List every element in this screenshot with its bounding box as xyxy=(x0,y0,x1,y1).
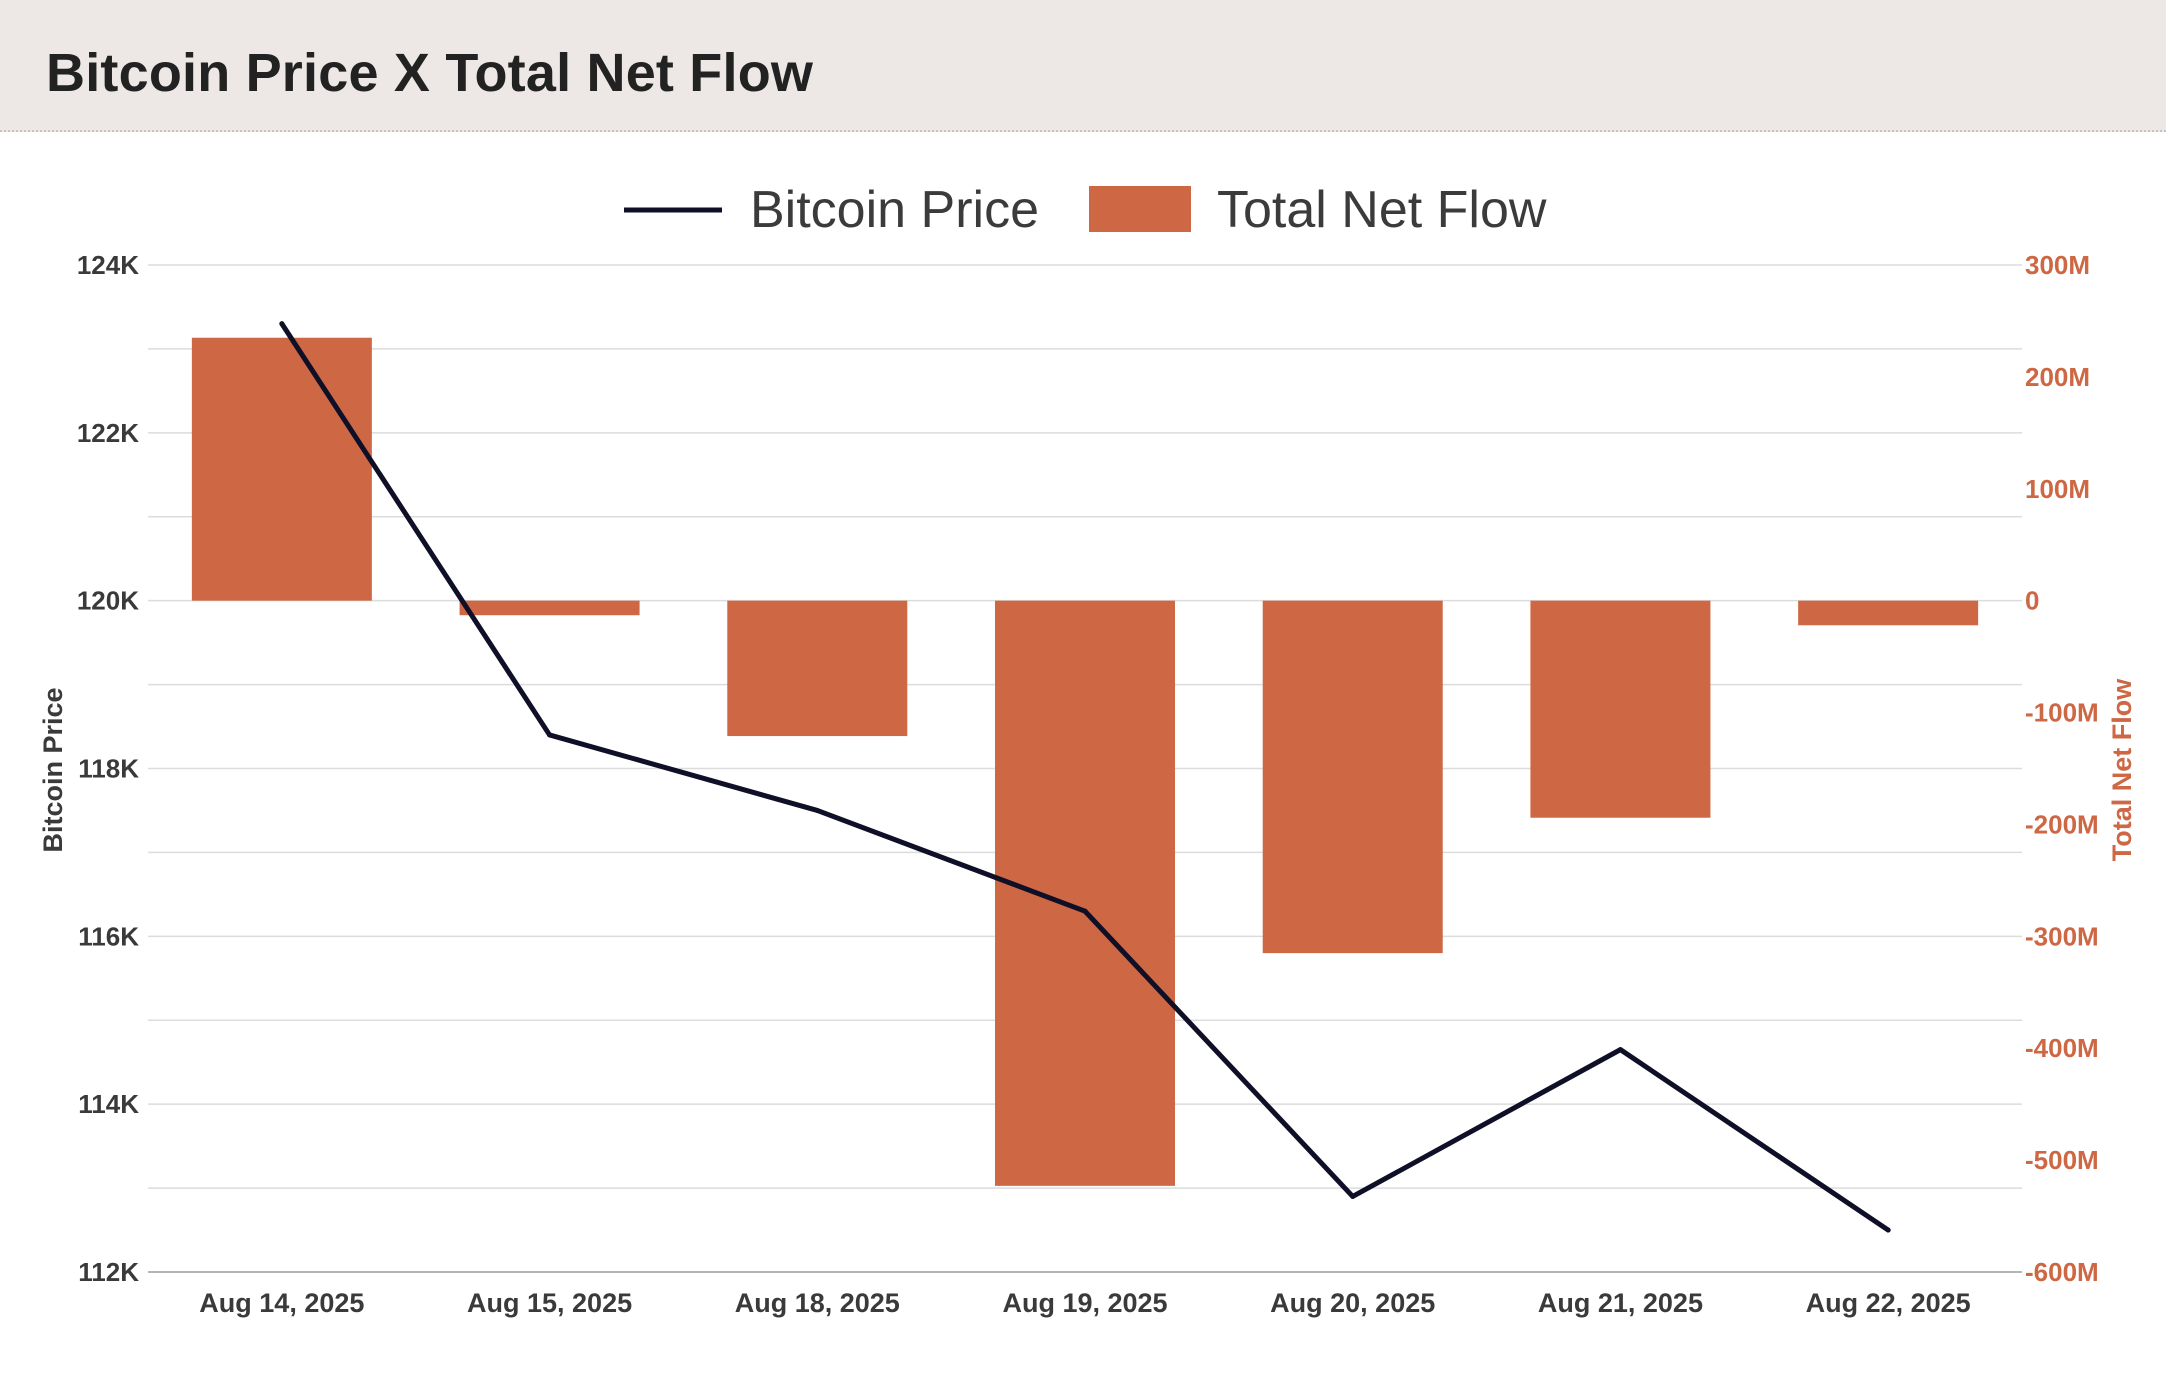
net-flow-bar xyxy=(1530,600,1711,818)
price-line-series xyxy=(279,321,1891,1233)
left-tick-label: 116K xyxy=(78,921,139,951)
net-flow-bar xyxy=(995,600,1175,1186)
left-tick-label: 120K xyxy=(77,586,139,616)
price-point xyxy=(1885,1227,1891,1233)
price-point xyxy=(547,732,553,738)
right-tick-label: 100M xyxy=(2025,474,2090,504)
right-tick-label: -300M xyxy=(2025,921,2099,951)
net-flow-bar xyxy=(191,337,372,601)
x-tick-label: Aug 22, 2025 xyxy=(1806,1288,1971,1318)
right-tick-label: -400M xyxy=(2025,1033,2099,1063)
legend-netflow-swatch xyxy=(1089,186,1191,232)
left-tick-label: 114K xyxy=(78,1089,139,1119)
x-tick-label: Aug 14, 2025 xyxy=(199,1288,364,1318)
net-flow-bars xyxy=(191,337,1979,1186)
net-flow-bar xyxy=(459,600,640,616)
right-axis-title: Total Net Flow xyxy=(2107,678,2137,861)
net-flow-bar xyxy=(1798,600,1979,626)
legend-price-label: Bitcoin Price xyxy=(750,181,1039,239)
x-tick-label: Aug 21, 2025 xyxy=(1538,1288,1703,1318)
price-point xyxy=(1350,1193,1356,1199)
price-point xyxy=(814,807,820,813)
price-point xyxy=(279,321,285,327)
price-point xyxy=(1082,908,1088,914)
chart-header: Bitcoin Price X Total Net Flow xyxy=(0,0,2166,132)
x-tick-label: Aug 15, 2025 xyxy=(467,1288,632,1318)
right-tick-label: -600M xyxy=(2025,1257,2099,1287)
legend: Bitcoin Price Total Net Flow xyxy=(624,181,1547,239)
right-tick-label: 200M xyxy=(2025,362,2090,392)
right-tick-label: -500M xyxy=(2025,1145,2099,1175)
x-tick-label: Aug 18, 2025 xyxy=(735,1288,900,1318)
x-tick-label: Aug 20, 2025 xyxy=(1270,1288,1435,1318)
page-title: Bitcoin Price X Total Net Flow xyxy=(46,43,814,103)
net-flow-bar xyxy=(727,600,908,737)
legend-netflow-label: Total Net Flow xyxy=(1217,181,1547,239)
net-flow-bar xyxy=(1262,600,1443,954)
price-point xyxy=(1617,1047,1623,1053)
right-tick-label: -100M xyxy=(2025,698,2099,728)
right-tick-label: 0 xyxy=(2025,586,2039,616)
left-tick-label: 118K xyxy=(78,754,139,784)
left-tick-label: 122K xyxy=(77,418,139,448)
right-tick-label: 300M xyxy=(2025,250,2090,280)
right-tick-label: -200M xyxy=(2025,809,2099,839)
left-axis-title: Bitcoin Price xyxy=(38,687,68,852)
x-tick-label: Aug 19, 2025 xyxy=(1002,1288,1167,1318)
left-tick-label: 112K xyxy=(78,1257,139,1287)
left-tick-label: 124K xyxy=(77,250,139,280)
axes: 124K 122K 120K 118K 116K 114K 112K 300M 200M 100M… xyxy=(38,250,2137,1318)
